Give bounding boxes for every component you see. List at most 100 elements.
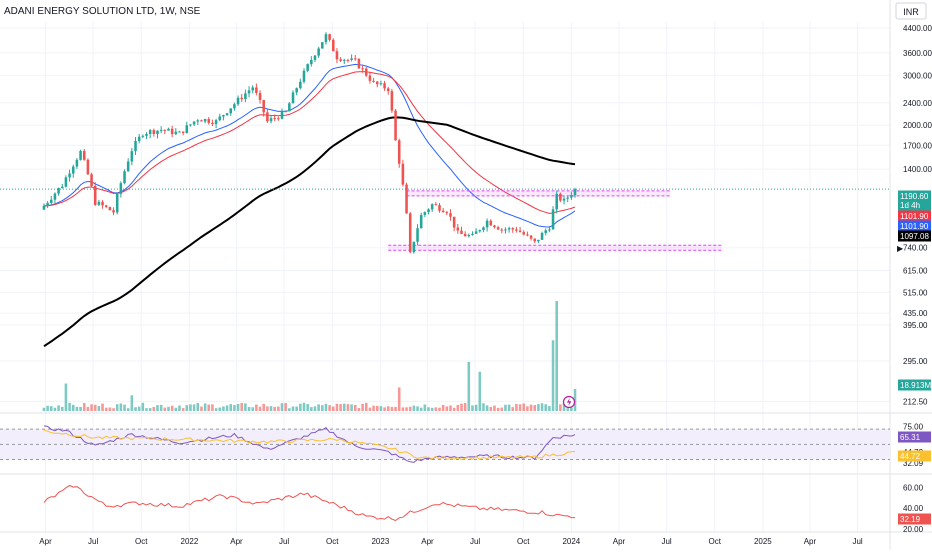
candle-body — [196, 120, 200, 122]
volume-bar — [288, 408, 291, 411]
volume-bar — [518, 404, 522, 411]
candle-body — [291, 92, 295, 104]
price-tick-label: 740.00 — [903, 244, 928, 253]
volume-bar — [555, 301, 558, 411]
volume-bar — [159, 404, 163, 411]
volume-bar — [266, 406, 269, 411]
alert-icon[interactable] — [562, 395, 576, 409]
candle-body — [288, 103, 291, 112]
volume-bar — [449, 405, 452, 411]
volume-bar — [463, 403, 467, 411]
horizontal-zones[interactable] — [388, 190, 722, 251]
candle-body — [353, 58, 357, 60]
time-tick-label: Jul — [279, 537, 289, 546]
candle-body — [533, 238, 537, 242]
time-tick-label: 2025 — [754, 537, 772, 546]
rsi-ma-value-tag-bg — [898, 450, 931, 462]
volume-bar — [471, 405, 474, 411]
volume-bar — [60, 406, 64, 411]
volume-bar — [299, 403, 302, 411]
candle-body — [570, 195, 573, 198]
candle-body — [269, 118, 273, 122]
time-tick-label: Oct — [135, 537, 148, 546]
volume-bar — [152, 407, 156, 411]
candle-body — [299, 81, 302, 89]
volume-bar — [119, 403, 123, 411]
candle-body — [548, 229, 551, 231]
candle-body — [64, 177, 68, 187]
candle-body — [394, 110, 397, 141]
volume-bar — [379, 406, 383, 411]
time-tick-label: Jul — [470, 537, 480, 546]
volume-bar — [496, 407, 500, 411]
candle-body — [332, 39, 335, 52]
volume-bar — [368, 407, 372, 411]
volume-bar — [222, 406, 225, 411]
oscillator-tick-label: 40.00 — [903, 504, 924, 513]
oscillator-value-tag: 32.19 — [900, 515, 921, 524]
candle-body — [218, 116, 222, 121]
candle-body — [233, 104, 236, 109]
time-tick-label: Jul — [661, 537, 671, 546]
volume-bar — [247, 406, 251, 411]
volume-bar — [310, 407, 313, 411]
candle-body — [137, 136, 141, 141]
volume-bar — [68, 402, 71, 411]
candle-body — [537, 239, 540, 242]
candle-body — [273, 118, 276, 120]
price-tag-bg — [898, 190, 931, 202]
volume-bar — [163, 407, 167, 411]
candle-body — [566, 197, 569, 199]
candle-body — [42, 205, 46, 210]
candle-body — [53, 193, 57, 200]
volume-bar — [313, 406, 317, 411]
volume-bar — [324, 403, 328, 411]
candle-body — [500, 229, 504, 231]
candle-body — [82, 150, 86, 160]
candle-body — [255, 87, 258, 93]
candle-body — [463, 233, 467, 237]
volume-bar — [49, 406, 53, 411]
volume-bar — [570, 407, 573, 411]
volume-bar — [441, 405, 445, 411]
candle-body — [104, 205, 108, 208]
price-tick-label: 1400.00 — [903, 165, 932, 174]
volume-bar — [548, 406, 551, 411]
price-tick-label: 515.00 — [903, 288, 928, 297]
candle-body — [115, 193, 119, 213]
volume-bar — [372, 405, 375, 411]
volume-bar — [97, 406, 101, 411]
ema-blue-line — [43, 63, 576, 228]
volume-bar — [328, 405, 331, 411]
time-axis[interactable]: Apr Jul Oct 2022 Apr Jul Oct 2023 Apr Jul Oct 2024 A… — [39, 537, 863, 546]
volume-bar — [401, 407, 405, 411]
volume-bar — [170, 405, 174, 411]
candle-body — [562, 198, 566, 201]
currency-button[interactable] — [895, 2, 927, 20]
volume-bar — [229, 404, 233, 411]
candle-body — [375, 81, 379, 85]
candle-body — [364, 68, 368, 76]
price-tick-label: 295.00 — [903, 357, 928, 366]
zone-band[interactable] — [406, 190, 671, 196]
volume-bar — [255, 404, 258, 411]
candle-body — [518, 230, 522, 233]
volume-bar — [53, 407, 57, 411]
candle-body — [522, 232, 526, 235]
price-tick-label: 2000.00 — [903, 121, 932, 130]
volume-bar — [540, 403, 544, 411]
volume-bar — [412, 405, 416, 411]
volume-bars — [42, 301, 577, 411]
volume-bar — [350, 404, 353, 411]
candle-body — [145, 133, 148, 136]
candle-body — [229, 108, 233, 114]
zone-band[interactable] — [388, 245, 722, 251]
candle-body — [244, 93, 247, 100]
volume-bar — [544, 404, 548, 411]
candle-body — [317, 48, 320, 56]
price-tick-label: 3000.00 — [903, 71, 932, 80]
candle-body — [236, 97, 240, 105]
price-tag-bg — [898, 210, 931, 222]
